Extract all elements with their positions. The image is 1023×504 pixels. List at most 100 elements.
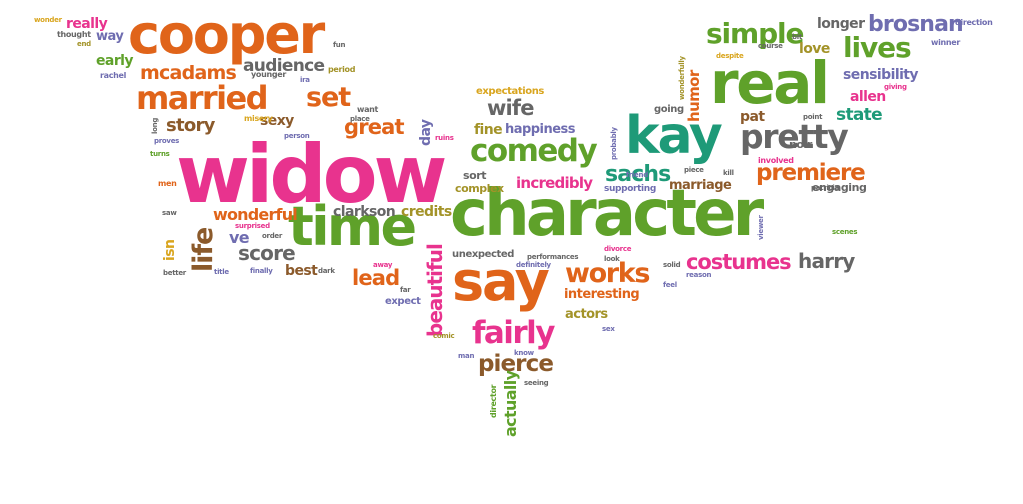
cloud-word: away (373, 261, 393, 269)
cloud-word: harry (798, 249, 855, 273)
cloud-word: comedy (470, 133, 598, 169)
cloud-word: ve (229, 228, 250, 247)
cloud-word: misery (244, 114, 273, 123)
cloud-word: solid (663, 261, 681, 269)
cloud-word: patricia (811, 184, 839, 192)
cloud-word: allen (850, 89, 886, 105)
cloud-word: younger (251, 70, 286, 79)
cloud-word: character (450, 177, 764, 251)
cloud-word: know (514, 349, 534, 357)
cloud-word: score (238, 241, 296, 265)
cloud-word: great (344, 115, 404, 139)
cloud-word: wonderful (213, 205, 298, 224)
cloud-word: early (96, 53, 134, 69)
cloud-word: winner (931, 38, 960, 47)
cloud-word: surprised (235, 222, 270, 230)
cloud-word: story (166, 115, 215, 136)
cloud-word: humor (685, 70, 703, 122)
cloud-word: involved (758, 156, 794, 165)
cloud-word: friend (626, 171, 648, 179)
cloud-word: kill (723, 169, 734, 177)
cloud-word: cooper (128, 3, 325, 66)
cloud-word: look (604, 255, 620, 263)
cloud-word: going (654, 104, 684, 115)
cloud-word: time (288, 195, 417, 258)
cloud-word: scenes (832, 228, 858, 236)
cloud-word: complex (455, 182, 504, 195)
cloud-word: viewer (757, 215, 765, 240)
cloud-word: isn (162, 239, 178, 261)
cloud-word: end (77, 40, 91, 48)
cloud-word: place (350, 115, 370, 123)
cloud-word: giving (884, 83, 907, 91)
cloud-word: engaging (812, 181, 867, 194)
cloud-word: seeing (524, 379, 549, 387)
cloud-word: despite (716, 52, 744, 60)
cloud-word: actually (501, 370, 520, 437)
cloud-word: title (214, 268, 229, 276)
cloud-word: pretty (740, 117, 849, 156)
cloud-word: thought (57, 30, 91, 39)
cloud-word: kay (625, 106, 723, 166)
cloud-word: widow (176, 128, 447, 221)
cloud-word: man (458, 352, 475, 360)
cloud-word: finally (250, 267, 273, 275)
cloud-word: supporting (604, 184, 656, 194)
cloud-word: brosnan (868, 12, 964, 37)
cloud-word: rachel (100, 71, 127, 80)
cloud-word: fairly (472, 315, 555, 351)
cloud-word: director (489, 384, 498, 418)
cloud-word: probably (610, 127, 618, 160)
cloud-word: point (803, 113, 823, 121)
cloud-word: wife (487, 96, 534, 120)
cloud-word: sachs (605, 162, 671, 187)
cloud-word: comic (433, 332, 455, 340)
cloud-word: ruins (435, 134, 454, 142)
cloud-word: turns (150, 150, 170, 158)
cloud-word: proves (154, 137, 180, 145)
cloud-word: course (758, 42, 783, 50)
cloud-word: day (418, 119, 434, 146)
cloud-word: lives (843, 31, 912, 64)
cloud-word: credits (401, 204, 452, 220)
cloud-word: life (188, 227, 219, 272)
cloud-word: marriage (669, 178, 732, 193)
cloud-word: simple (706, 17, 804, 50)
cloud-word: sexy (260, 113, 294, 129)
cloud-word: men (158, 179, 177, 188)
cloud-word: love (799, 41, 830, 57)
cloud-word: way (96, 29, 124, 44)
cloud-word: feel (663, 281, 677, 289)
cloud-word: long (151, 117, 159, 134)
cloud-word: reason (686, 271, 712, 279)
cloud-word: unexpected (452, 249, 515, 260)
cloud-word: mcadams (140, 62, 237, 84)
cloud-word: audience (243, 56, 325, 76)
cloud-word: incredibly (516, 174, 593, 192)
cloud-word: person (284, 132, 310, 140)
cloud-word: best (285, 263, 318, 279)
cloud-word: bit (792, 33, 802, 41)
cloud-word: noir (789, 138, 812, 151)
cloud-word: sensibility (843, 67, 919, 83)
cloud-word: say (452, 250, 550, 313)
cloud-word: beautiful (423, 244, 447, 337)
cloud-word: far (400, 286, 411, 294)
cloud-word: definitely (516, 261, 551, 269)
cloud-word: longer (817, 16, 865, 32)
cloud-word: better (163, 269, 186, 277)
cloud-word: wonderfully (678, 56, 686, 100)
cloud-word: real (710, 49, 830, 117)
cloud-word: order (262, 232, 283, 240)
cloud-word: clarkson (333, 204, 396, 220)
cloud-word: really (66, 16, 108, 32)
cloud-word: sort (463, 169, 487, 182)
cloud-word: happiness (505, 122, 575, 137)
cloud-word: fun (333, 41, 346, 49)
cloud-word: state (836, 105, 883, 125)
cloud-word: works (565, 258, 650, 289)
cloud-word: set (306, 82, 351, 113)
cloud-word: want (357, 105, 379, 114)
cloud-word: lead (352, 266, 400, 290)
